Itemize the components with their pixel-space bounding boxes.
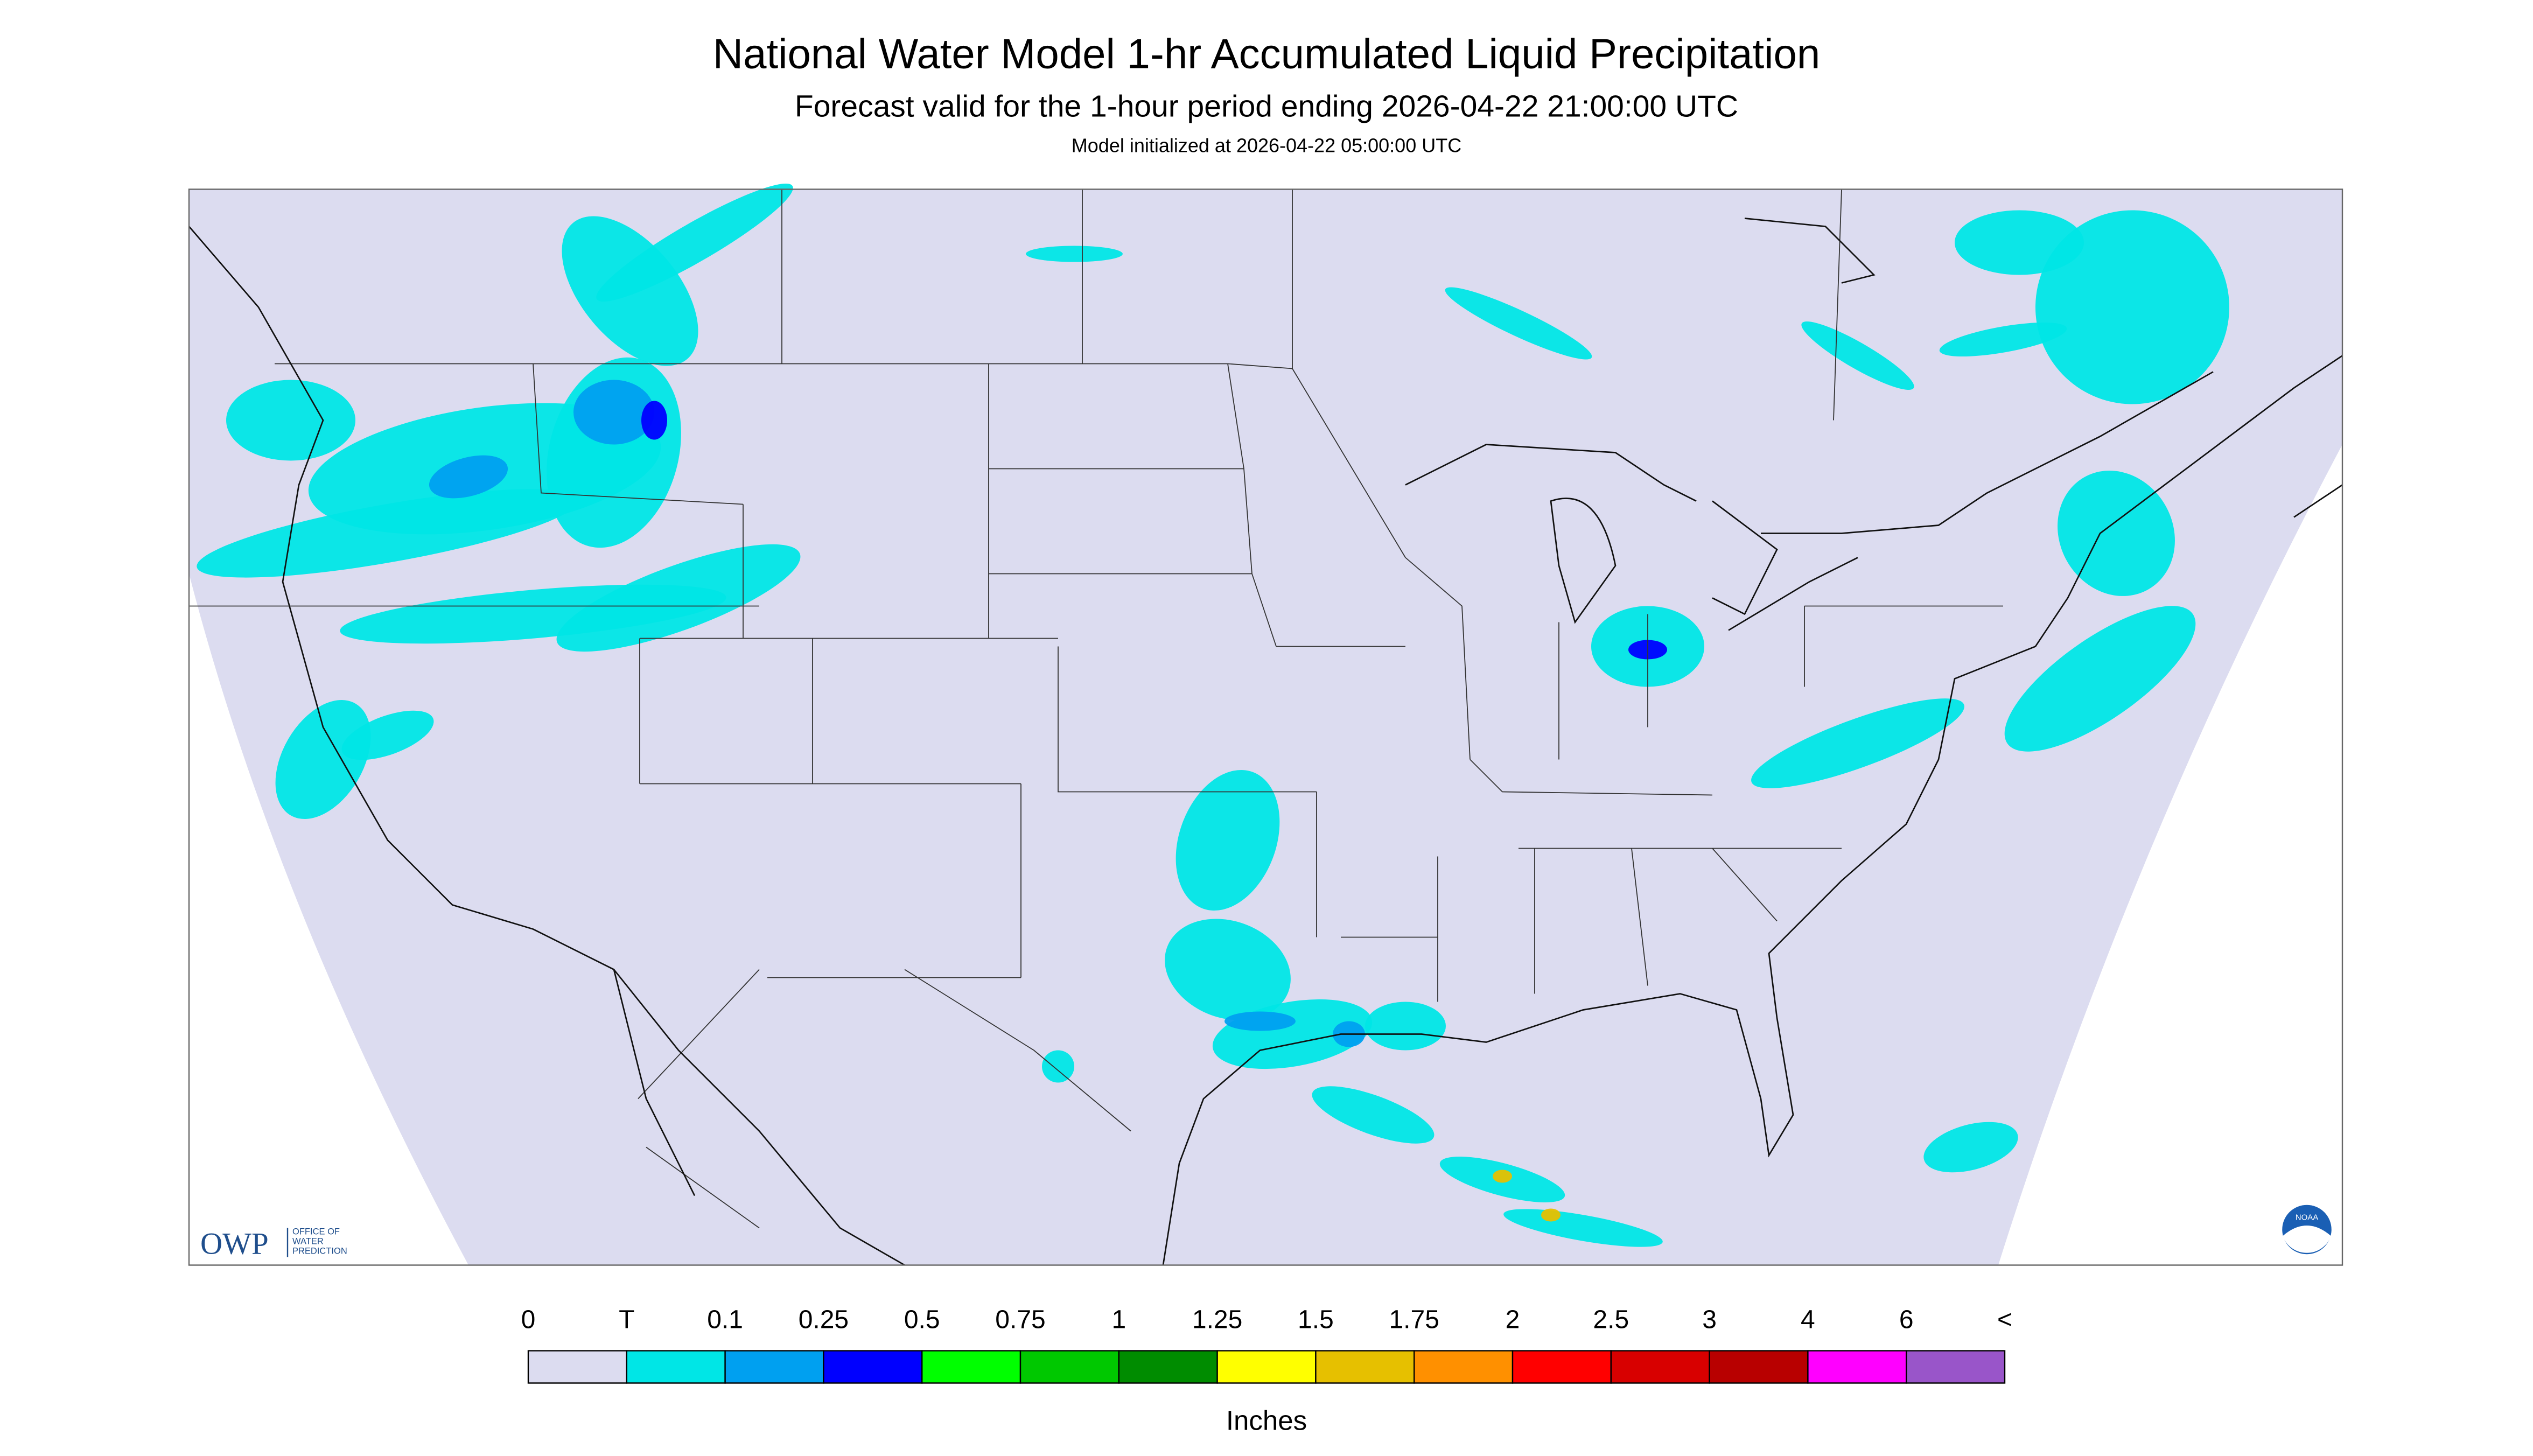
legend-label: 1.75	[1389, 1306, 1439, 1334]
precip-area	[1751, 698, 1964, 788]
legend: 0 T 0.1 0.25 0.5 0.75 1 1.25 1.5 1.75 2 2.5 3 4 6 < Inch…	[521, 1306, 2012, 1436]
legend-swatch	[1610, 1350, 1710, 1384]
precip-area	[596, 183, 793, 302]
precip-area	[1026, 246, 1123, 262]
owp-line: WATER	[292, 1237, 324, 1247]
legend-label: T	[619, 1306, 634, 1334]
legend-label: 1.25	[1192, 1306, 1242, 1334]
legend-swatch	[1019, 1350, 1120, 1384]
precip-area	[1165, 919, 1291, 1020]
precip-area	[1923, 1122, 2018, 1173]
legend-label: 2.5	[1593, 1306, 1629, 1334]
legend-label: 0	[521, 1306, 536, 1334]
legend-label: 3	[1702, 1306, 1717, 1334]
legend-swatch	[823, 1350, 923, 1384]
legend-swatch	[626, 1350, 726, 1384]
legend-swatch	[1512, 1350, 1612, 1384]
subtitle: Forecast valid for the 1-hour period end…	[795, 89, 1738, 124]
init-time: Model initialized at 2026-04-22 05:00:00…	[1072, 135, 1461, 157]
owp-text: OWP	[200, 1227, 269, 1261]
legend-label: <	[1997, 1306, 2012, 1334]
precip-area	[429, 455, 508, 499]
borders	[188, 189, 2343, 1266]
title: National Water Model 1-hr Accumulated Li…	[713, 30, 1821, 78]
legend-swatch	[921, 1350, 1021, 1384]
legend-swatch	[1807, 1350, 1907, 1384]
legend-swatch	[1709, 1350, 1809, 1384]
precip-area	[341, 710, 434, 760]
precip-area	[2004, 606, 2196, 752]
map: OWP OFFICE OF WATER PREDICTION NOAA	[188, 183, 2343, 1266]
precip-area	[2058, 471, 2175, 596]
legend-label: 6	[1899, 1306, 1914, 1334]
precip-area	[1955, 210, 2084, 275]
legend-label: 1.5	[1298, 1306, 1334, 1334]
noaa-text: NOAA	[2296, 1213, 2319, 1222]
precip-area	[556, 544, 801, 652]
precip-area	[226, 380, 355, 461]
legend-label: 0.5	[904, 1306, 940, 1334]
precip-area	[1541, 1208, 1561, 1222]
legend-label: 0.25	[799, 1306, 849, 1334]
legend-label: 2	[1506, 1306, 1520, 1334]
domain	[189, 189, 2342, 1265]
precip-area	[1365, 1002, 1446, 1051]
legend-swatch	[1216, 1350, 1317, 1384]
legend-swatch	[1118, 1350, 1218, 1384]
legend-label: 0.1	[707, 1306, 743, 1334]
precip-area	[2035, 210, 2229, 404]
legend-unit: Inches	[1226, 1405, 1307, 1436]
legend-label: 0.75	[995, 1306, 1045, 1334]
precip-area	[1175, 769, 1280, 911]
precip-area	[573, 380, 654, 445]
owp-line: OFFICE OF	[292, 1227, 340, 1237]
legend-swatch	[724, 1350, 824, 1384]
legend-swatch	[1905, 1350, 2006, 1384]
owp-logo: OWP OFFICE OF WATER PREDICTION	[200, 1227, 347, 1261]
precip-area	[275, 700, 371, 819]
noaa-logo: NOAA	[2279, 1202, 2334, 1257]
precip-area	[1445, 287, 1592, 360]
noaa-wave	[2283, 1226, 2331, 1253]
map-frame	[188, 188, 2343, 1266]
owp-line: PREDICTION	[292, 1247, 347, 1256]
legend-label: 4	[1801, 1306, 1815, 1334]
precip-area	[1042, 1050, 1074, 1083]
precip-area	[1312, 1086, 1435, 1144]
precip-area	[1493, 1170, 1512, 1183]
precip-area	[1939, 322, 2067, 357]
legend-swatch	[527, 1350, 628, 1384]
precip-area	[1224, 1011, 1296, 1031]
precip-area	[1801, 321, 1914, 390]
precip-area	[197, 489, 579, 578]
legend-label: 1	[1111, 1306, 1126, 1334]
legend-swatch	[1414, 1350, 1514, 1384]
precip-area	[641, 401, 667, 440]
precip	[197, 183, 2229, 1247]
legend-swatch	[1315, 1350, 1415, 1384]
